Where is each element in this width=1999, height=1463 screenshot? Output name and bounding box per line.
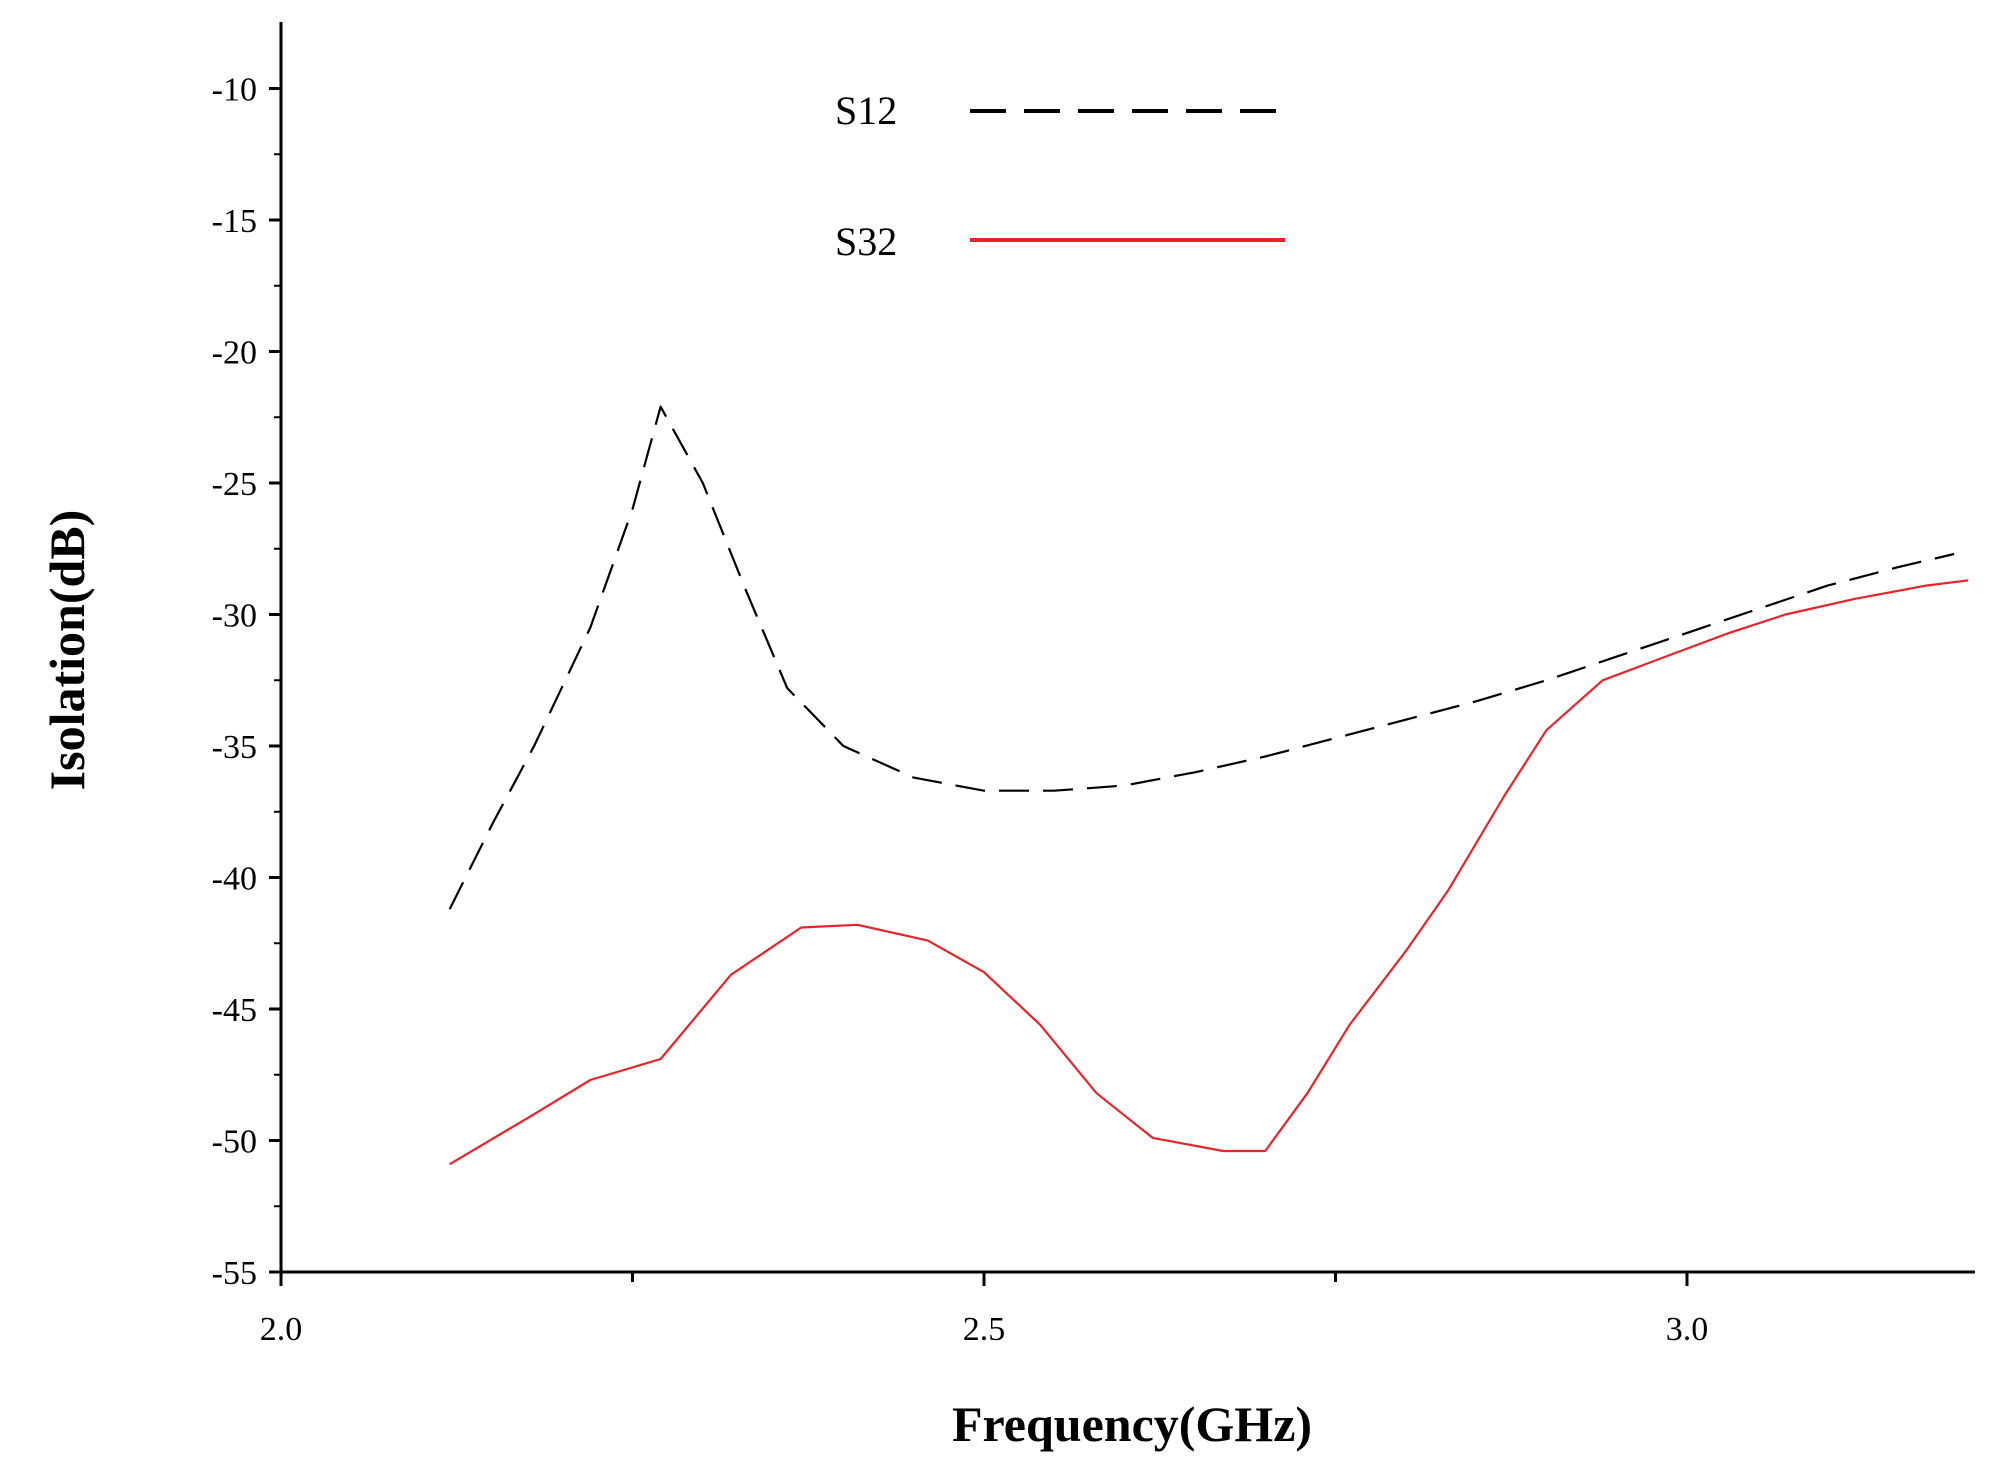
y-tick-label: -30 <box>212 598 257 635</box>
y-tick-label: -10 <box>212 72 257 109</box>
series-line-s32 <box>449 579 1969 1166</box>
series <box>448 405 1969 1166</box>
y-axis-title: Isolation(dB) <box>39 510 95 791</box>
x-tick-label: 2.5 <box>963 1311 1006 1348</box>
series-line-s12 <box>448 405 1955 910</box>
legend-label-s12: S12 <box>835 88 897 133</box>
y-tick-label: -50 <box>212 1124 257 1161</box>
y-tick-label: -40 <box>212 861 257 898</box>
axes <box>279 22 1975 1274</box>
legend-label-s32: S32 <box>835 219 897 264</box>
ticks: -10 -15 -20 -25 -30 -35 -40 -45 -50 -552.0 2.5 3.0 <box>212 72 1709 1349</box>
x-axis-title: Frequency(GHz) <box>952 1396 1312 1452</box>
y-tick-label: -15 <box>212 203 257 240</box>
x-tick-label: 3.0 <box>1666 1311 1709 1348</box>
y-tick-label: -20 <box>212 335 257 372</box>
legend: S12 S32 <box>835 88 1285 264</box>
y-tick-label: -55 <box>212 1255 257 1292</box>
x-tick-label: 2.0 <box>260 1311 303 1348</box>
y-tick-label: -45 <box>212 992 257 1029</box>
y-tick-label: -25 <box>212 466 257 503</box>
y-tick-label: -35 <box>212 729 257 766</box>
